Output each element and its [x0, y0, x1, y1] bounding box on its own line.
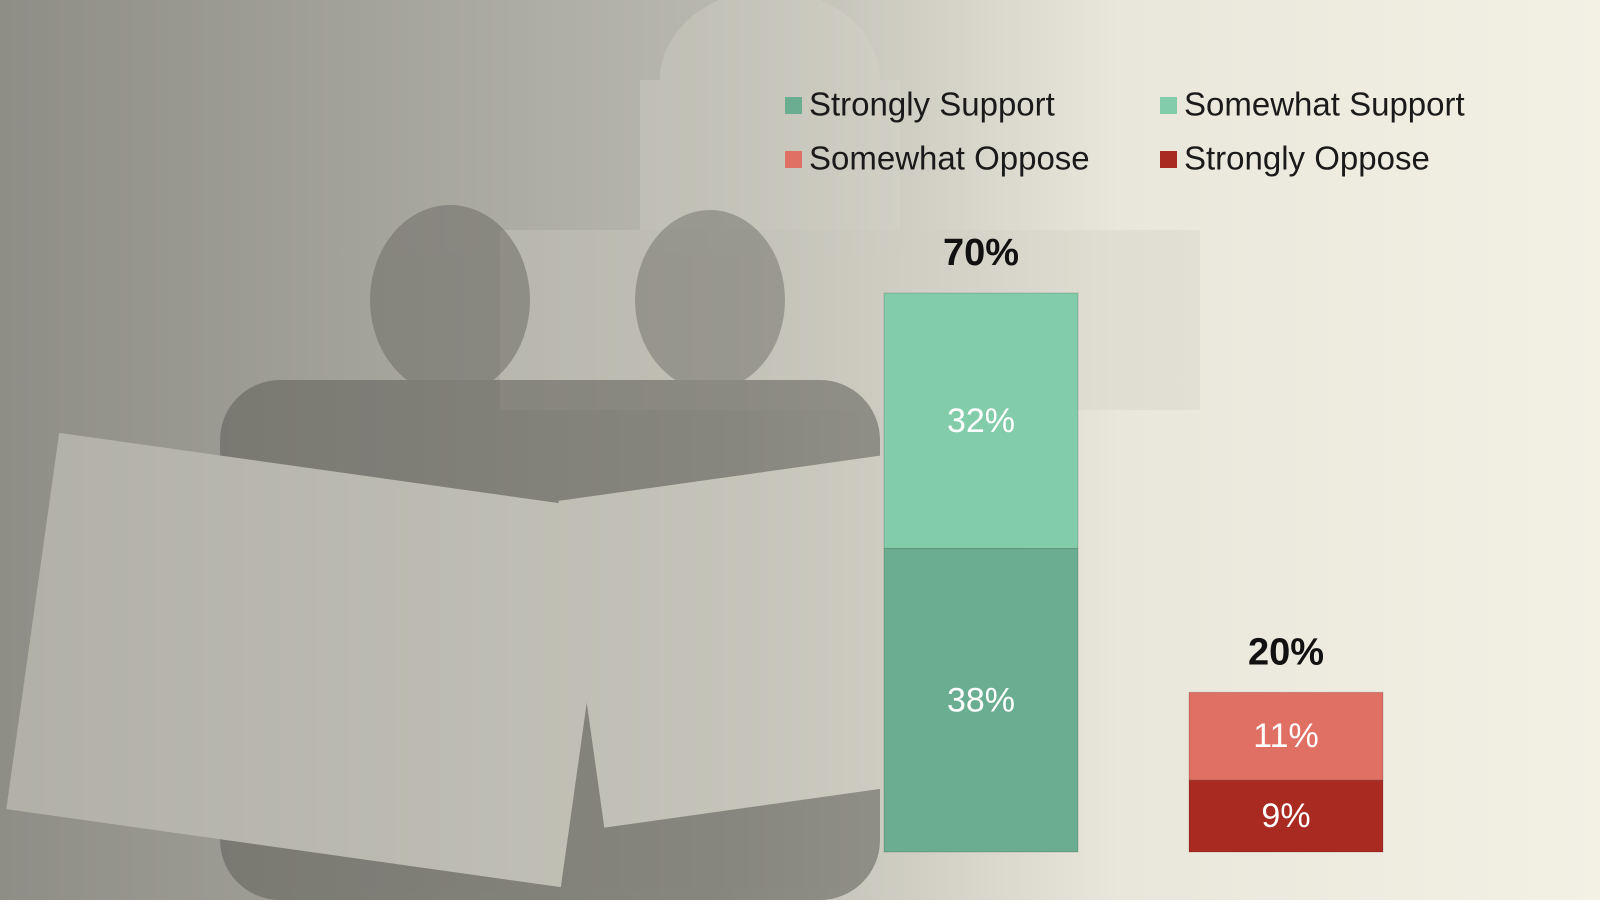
bar-segment	[1188, 779, 1384, 853]
value-label: 11%	[1253, 717, 1319, 755]
total-label: 20%	[1248, 631, 1324, 673]
legend-swatch	[785, 151, 802, 168]
value-label: 9%	[1261, 797, 1310, 835]
legend-swatch	[1160, 97, 1177, 114]
value-label: 32%	[947, 402, 1015, 440]
bar-segment	[883, 292, 1079, 550]
value-label: 38%	[947, 681, 1015, 719]
legend-label: Somewhat Support	[1184, 86, 1465, 123]
legend-label: Strongly Oppose	[1184, 140, 1430, 177]
legend-swatch	[785, 97, 802, 114]
legend-label: Somewhat Oppose	[809, 140, 1090, 177]
legend-label: Strongly Support	[809, 86, 1055, 123]
total-label: 70%	[943, 232, 1019, 274]
legend-swatch	[1160, 151, 1177, 168]
bar-segment	[1188, 691, 1384, 781]
